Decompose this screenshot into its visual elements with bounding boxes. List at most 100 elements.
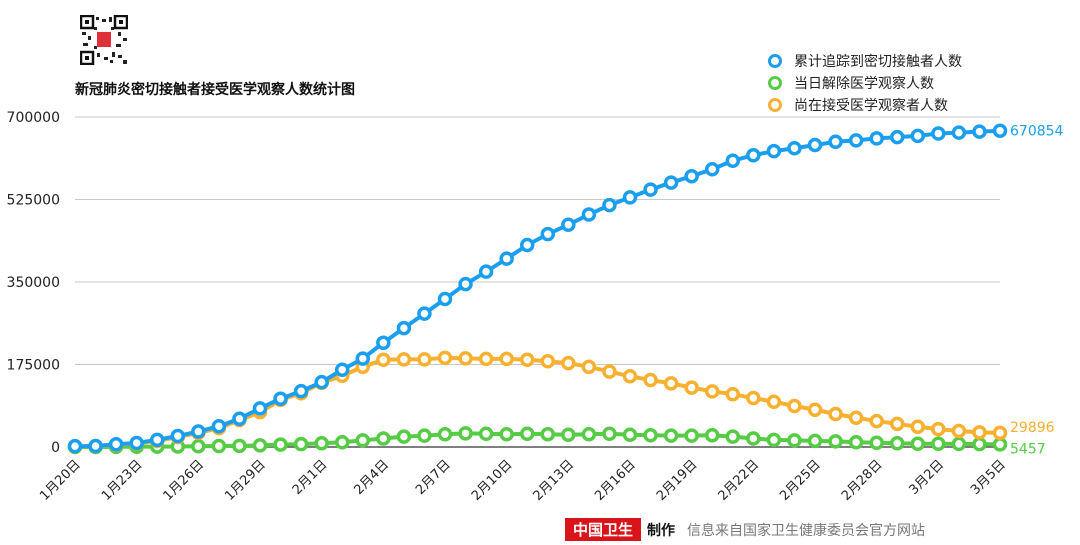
x-tick-label: 2月19日 xyxy=(654,457,701,504)
data-point xyxy=(396,352,412,367)
data-point xyxy=(437,350,453,366)
data-point xyxy=(417,306,432,321)
data-point xyxy=(88,438,103,454)
data-point xyxy=(869,435,884,451)
data-point xyxy=(992,425,1008,441)
x-tick-label: 1月26日 xyxy=(161,457,208,504)
series-line xyxy=(75,431,1001,449)
legend-label: 当日解除医学观察人数 xyxy=(794,76,934,92)
legend-marker-icon xyxy=(768,98,782,112)
data-point xyxy=(766,143,782,159)
y-tick-label: 0 xyxy=(51,440,60,456)
data-point xyxy=(458,276,473,292)
y-tick-label: 525000 xyxy=(7,193,60,209)
data-point xyxy=(458,426,473,441)
data-point xyxy=(848,435,864,450)
data-point xyxy=(643,182,658,197)
legend-label: 尚在接受医学观察者人数 xyxy=(794,98,948,114)
data-point xyxy=(746,431,761,446)
x-tick-label: 1月20日 xyxy=(37,457,84,504)
data-point xyxy=(293,436,309,452)
data-point xyxy=(478,351,494,367)
data-point xyxy=(376,431,391,446)
data-point xyxy=(602,197,617,213)
data-point xyxy=(540,226,556,242)
data-point xyxy=(334,362,350,378)
end-value-label: 29896 xyxy=(1010,420,1055,436)
data-point xyxy=(129,435,144,451)
data-point xyxy=(931,126,946,141)
data-point xyxy=(376,352,391,368)
data-point xyxy=(704,162,720,177)
data-point xyxy=(807,137,823,153)
end-value-label: 670854 xyxy=(1010,124,1064,140)
x-tick-label: 2月1日 xyxy=(290,457,331,498)
data-point xyxy=(951,423,967,439)
data-point xyxy=(807,402,823,418)
x-tick-label: 2月10日 xyxy=(469,457,516,504)
legend-label: 累计追踪到密切接触者人数 xyxy=(794,54,962,70)
chart-title: 新冠肺炎密切接触者接受医学观察人数统计图 xyxy=(75,82,355,98)
x-tick-label: 2月7日 xyxy=(413,457,454,498)
data-point xyxy=(931,436,946,451)
data-point xyxy=(663,175,679,190)
made-by-label: 制作 xyxy=(647,522,676,539)
data-point xyxy=(787,433,802,448)
data-point xyxy=(622,369,638,384)
y-tick-label: 350000 xyxy=(7,275,60,291)
source-note: 信息来自国家卫生健康委员会官方网站 xyxy=(687,522,926,539)
data-point xyxy=(663,428,679,443)
data-point xyxy=(622,427,638,442)
x-tick-label: 2月22日 xyxy=(716,457,763,504)
legend-marker-icon xyxy=(768,54,782,68)
data-point xyxy=(211,418,227,434)
data-point xyxy=(972,436,987,452)
data-point xyxy=(273,437,288,452)
data-point xyxy=(417,352,432,367)
data-point xyxy=(725,386,741,402)
data-point xyxy=(191,424,206,439)
data-point xyxy=(499,427,514,442)
data-point xyxy=(581,207,597,222)
data-point xyxy=(561,217,576,232)
data-point xyxy=(787,141,802,156)
brand-logo: 中国卫生 xyxy=(565,518,642,541)
data-point xyxy=(376,335,391,351)
end-value-label: 5457 xyxy=(1010,441,1046,457)
series-line xyxy=(74,128,1001,449)
data-point xyxy=(828,134,843,150)
x-tick-label: 2月28日 xyxy=(839,457,886,504)
data-point xyxy=(396,429,412,444)
x-tick-label: 2月4日 xyxy=(351,457,392,498)
data-point xyxy=(293,383,309,399)
data-point xyxy=(458,351,473,366)
data-point xyxy=(787,398,802,414)
data-point xyxy=(972,425,987,440)
data-point xyxy=(211,438,227,454)
legend: 累计追踪到密切接触者人数 当日解除医学观察人数 尚在接受医学观察者人数 xyxy=(768,50,962,116)
data-point xyxy=(910,419,926,434)
data-point xyxy=(643,427,658,443)
data-point xyxy=(478,264,494,279)
data-point xyxy=(519,352,535,368)
legend-item-released: 当日解除医学观察人数 xyxy=(768,72,962,94)
data-point xyxy=(746,390,761,406)
x-tick-label: 2月25日 xyxy=(777,457,824,504)
data-point xyxy=(766,432,782,448)
data-point xyxy=(540,427,556,442)
data-point xyxy=(581,427,597,442)
data-point xyxy=(108,436,124,452)
data-point xyxy=(149,432,165,448)
data-point xyxy=(889,435,905,451)
data-point xyxy=(910,436,926,451)
data-point xyxy=(355,433,371,448)
data-point xyxy=(869,131,884,146)
footer: 中国卫生 制作 信息来自国家卫生健康委员会官方网站 xyxy=(565,518,925,541)
x-tick-label: 2月16日 xyxy=(592,457,639,504)
data-point xyxy=(519,426,535,442)
data-point xyxy=(540,353,556,369)
qr-code xyxy=(79,14,129,66)
data-point xyxy=(437,291,453,307)
y-tick-label: 700000 xyxy=(7,110,60,126)
